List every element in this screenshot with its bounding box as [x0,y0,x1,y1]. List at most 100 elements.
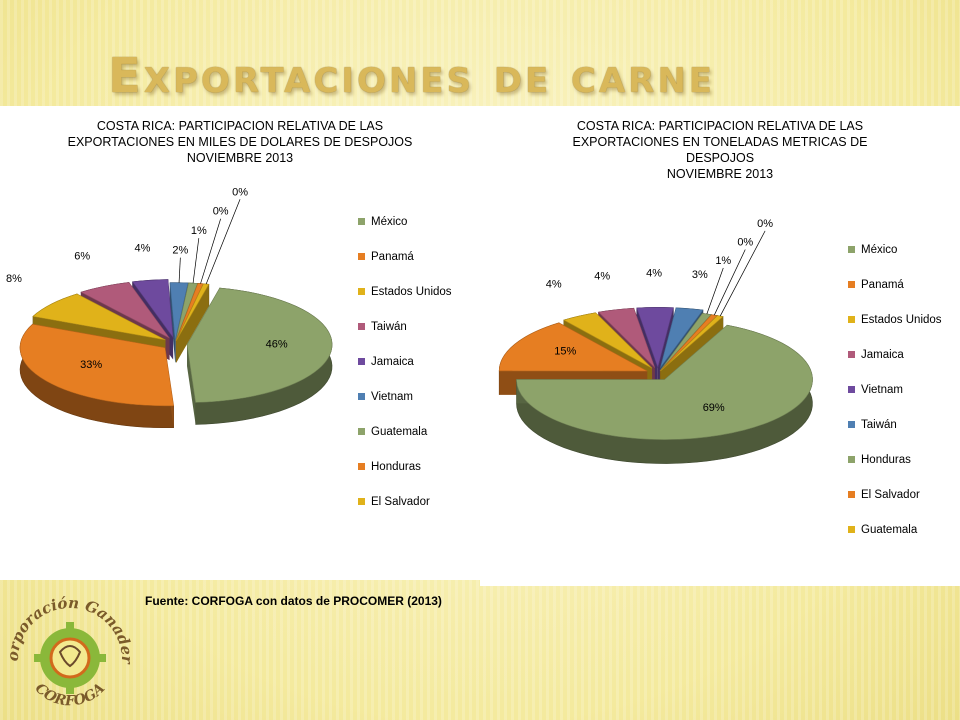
logo-center [51,639,89,677]
legend-swatch [848,491,855,499]
chart-panel-tons: COSTA RICA: PARTICIPACION RELATIVA DE LA… [480,106,960,586]
legend-label: Panamá [371,251,414,263]
logo-cow-icon [58,645,82,668]
pie-chart-dollars: 46% 33% 8% 6% 4% 2%1% 0%0% [6,186,333,429]
data-label: 0% [213,206,229,218]
data-label: 69% [703,402,725,414]
legend-swatch [848,386,855,394]
legend-label: Panamá [861,279,904,291]
chart-title-line: NOVIEMBRE 2013 [666,167,774,181]
legend-item: Guatemala [358,426,427,438]
legend-label: Honduras [861,454,911,466]
legend-label: Taiwán [861,419,897,431]
pie-slice [516,324,813,464]
pie-chart-tons: 69% 15% 4% 4% 4% 3% 1% 0% 0% [498,218,813,464]
data-label: 46% [266,339,288,351]
label-leader-line [178,257,181,283]
legend-swatch [358,358,365,366]
legend-label: El Salvador [371,496,430,508]
data-label: 3% [692,269,708,281]
data-label: 4% [646,267,662,279]
legend-label: Taiwán [371,321,407,333]
legend-label: Vietnam [861,384,903,396]
legend-label: Vietnam [371,391,413,403]
chart-title: COSTA RICA: PARTICIPACION RELATIVA DE LA… [510,118,930,182]
data-label: 33% [80,359,102,371]
legend-item: El Salvador [358,496,430,508]
chart-title-line: EXPORTACIONES EN TONELADAS METRICAS DE [572,135,868,149]
legend-swatch [848,316,855,324]
legend-label: Guatemala [861,524,918,536]
legend-item: El Salvador [848,489,920,501]
legend-item: México [358,216,407,228]
pie-slice [175,283,210,363]
chart-title-line: COSTA RICA: PARTICIPACION RELATIVA DE LA… [96,119,384,133]
legend-swatch [848,456,855,464]
legend-item: Vietnam [848,384,903,396]
data-label: 4% [594,270,610,282]
legend-item: Jamaica [358,356,414,368]
chart-title-line: DESPOJOS [685,151,755,165]
legend-swatch [358,463,365,471]
legend-label: Jamaica [371,356,414,368]
legend-swatch [358,288,365,296]
data-label: 15% [554,345,576,357]
slide-title: Exportaciones de carne [108,48,716,104]
label-leader-line [192,238,200,284]
data-label: 0% [737,237,753,249]
label-leader-line [205,199,241,285]
legend-item: Taiwán [358,321,407,333]
legend-swatch [358,498,365,506]
data-label: 8% [6,273,22,285]
data-label: 0% [757,218,773,230]
corfoga-logo: Corporación Ganadera CORFOGA [0,582,136,709]
chart-legend: México Panamá Estados Unidos Taiwán Jamaica V… [358,216,478,516]
legend-label: Estados Unidos [861,314,942,326]
source-note: Fuente: CORFOGA con datos de PROCOMER (2… [145,594,442,608]
legend-label: Jamaica [861,349,904,361]
legend-label: El Salvador [861,489,920,501]
legend-item: Honduras [358,461,421,473]
legend-label: Guatemala [371,426,428,438]
legend-item: Honduras [848,454,911,466]
data-label: 4% [135,242,151,254]
legend-swatch [848,351,855,359]
legend-swatch [848,246,855,254]
legend-swatch [848,421,855,429]
legend-label: Honduras [371,461,421,473]
chart-title-line: NOVIEMBRE 2013 [186,151,294,165]
legend-swatch [358,393,365,401]
legend-swatch [358,323,365,331]
pie-slice [186,287,333,425]
chart-title-line: COSTA RICA: PARTICIPACION RELATIVA DE LA… [576,119,864,133]
label-leader-line [714,249,746,316]
data-label: 1% [715,255,731,267]
legend-label: México [371,216,408,228]
label-leader-line [200,218,221,284]
label-leader-line [719,230,766,317]
data-label: 6% [74,250,90,262]
label-leader-line [706,267,724,315]
legend-item: Vietnam [358,391,413,403]
data-label: 4% [546,279,562,291]
legend-swatch [358,218,365,226]
legend-item: Panamá [848,279,904,291]
legend-item: Jamaica [848,349,904,361]
chart-title-line: EXPORTACIONES EN MILES DE DOLARES DE DES… [67,135,413,149]
chart-legend: México Panamá Estados Unidos Jamaica Vietnam… [848,244,960,544]
pie-slice [19,323,174,429]
data-label: 0% [232,186,248,198]
legend-swatch [848,526,855,534]
chart-title: COSTA RICA: PARTICIPACION RELATIVA DE LA… [20,118,460,166]
data-label: 1% [191,225,207,237]
legend-item: Guatemala [848,524,917,536]
legend-item: Panamá [358,251,414,263]
legend-item: Estados Unidos [358,286,452,298]
legend-item: Taiwán [848,419,897,431]
legend-item: México [848,244,897,256]
legend-swatch [848,281,855,289]
legend-label: México [861,244,898,256]
legend-swatch [358,253,365,261]
chart-panel-dollars: COSTA RICA: PARTICIPACION RELATIVA DE LA… [0,106,480,580]
legend-swatch [358,428,365,436]
